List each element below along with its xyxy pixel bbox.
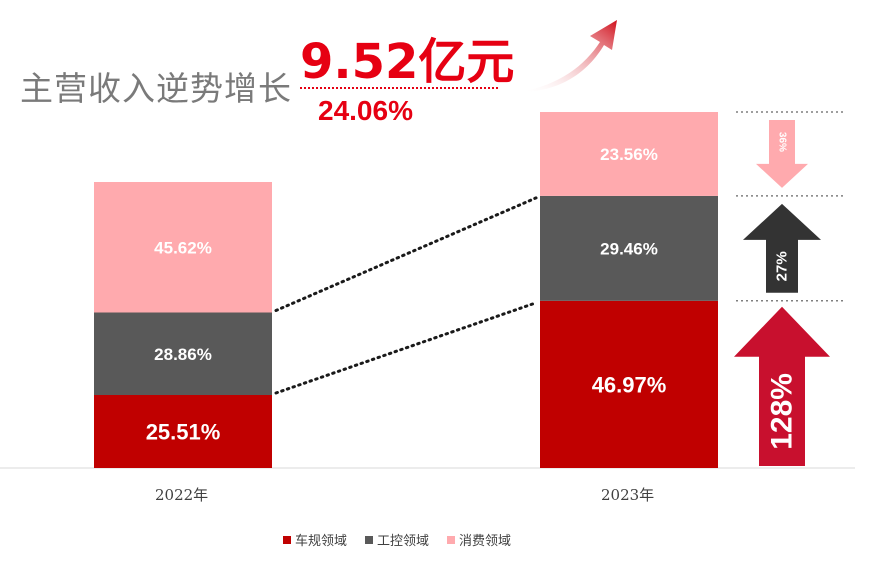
headline: 主营收入逆势增长	[20, 69, 292, 108]
revenue-growth-rate: 24.06%	[318, 95, 413, 126]
legend-label-consumer: 消费领域	[459, 534, 512, 549]
bar-vehicle-0	[94, 395, 272, 468]
data-label-industrial-0: 28.86%	[154, 345, 212, 364]
growth-arrow-consumer	[756, 120, 808, 188]
data-label-vehicle-0: 25.51%	[146, 419, 221, 444]
bar-industrial-0	[94, 312, 272, 395]
legend-label-industrial: 工控领域	[377, 534, 430, 549]
legend: 车规领域 工控领域 消费领域	[283, 530, 511, 549]
bar-consumer-1	[540, 112, 718, 196]
bar-consumer-0	[94, 182, 272, 313]
legend-label-vehicle: 车规领域	[295, 534, 348, 549]
growth-label-industrial: 27%	[774, 251, 791, 281]
revenue-value: 9.52亿元	[300, 34, 515, 90]
data-label-consumer-1: 23.56%	[600, 145, 658, 164]
data-label-industrial-1: 29.46%	[600, 239, 658, 258]
bar-industrial-1	[540, 195, 718, 301]
legend-swatch-vehicle	[283, 535, 291, 544]
growth-label-consumer: 36%	[777, 132, 788, 152]
x-tick-label-2022: 2022年	[155, 486, 209, 504]
growth-label-vehicle: 128%	[766, 373, 799, 450]
legend-swatch-industrial	[365, 535, 374, 544]
connector-line-1	[274, 196, 538, 312]
data-label-consumer-0: 45.62%	[154, 238, 212, 257]
legend-swatch-consumer	[447, 535, 456, 544]
bar-vehicle-1	[540, 300, 718, 468]
data-label-vehicle-1: 46.97%	[592, 372, 667, 397]
legend-item-industrial: 工控领域	[365, 530, 429, 549]
growth-arrow-industrial	[743, 203, 821, 293]
legend-item-consumer: 消费领域	[447, 530, 511, 549]
rising-trend-icon	[520, 20, 617, 92]
revenue-underline	[300, 87, 498, 89]
connector-line-0	[274, 301, 538, 395]
x-tick-label-2023: 2023年	[601, 486, 655, 504]
legend-item-vehicle: 车规领域	[283, 530, 347, 549]
growth-arrow-vehicle	[734, 306, 830, 466]
